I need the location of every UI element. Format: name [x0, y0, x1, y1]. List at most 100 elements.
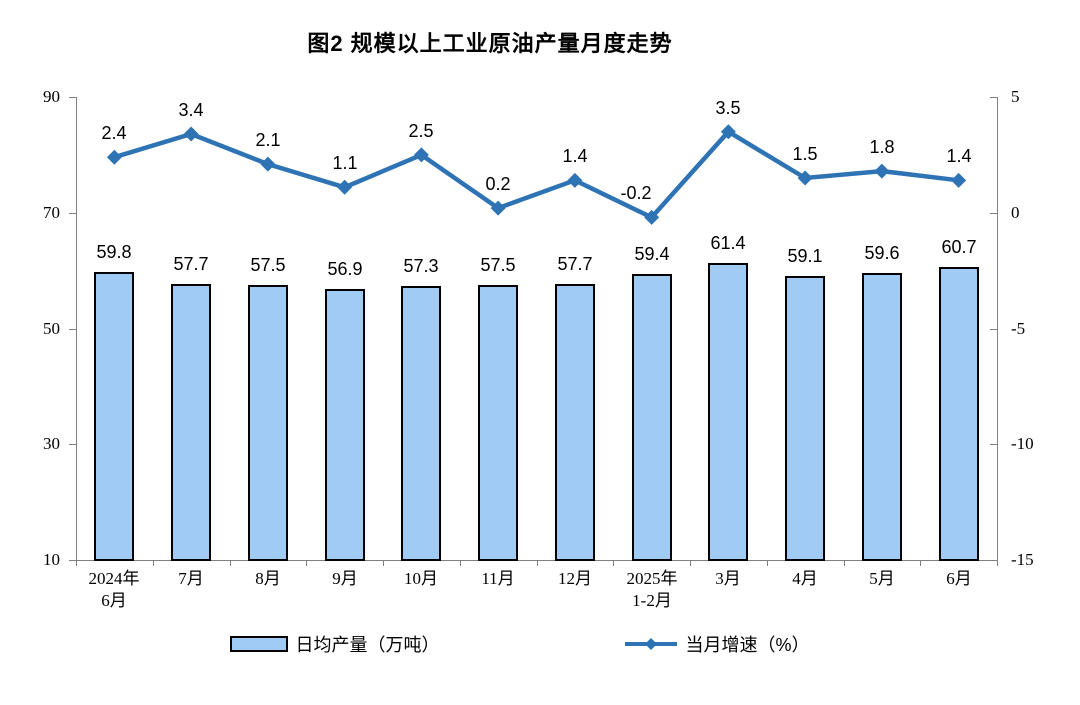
bar: [862, 273, 902, 561]
diamond-marker-icon: [337, 179, 353, 195]
legend-production-label: 日均产量（万吨）: [295, 635, 440, 655]
x-axis-tick: [537, 560, 538, 566]
x-axis-tick: [306, 560, 307, 566]
right-axis-tick: [990, 560, 997, 561]
right-axis-tick: [990, 213, 997, 214]
right-axis-tick-label: -10: [1011, 434, 1034, 453]
bar: [248, 285, 288, 561]
x-axis-tick: [920, 560, 921, 566]
bar-value-label: 59.4: [634, 244, 670, 264]
x-axis-tick: [383, 560, 384, 566]
line-point-label: 3.5: [715, 98, 741, 118]
bar: [939, 267, 979, 561]
bar-swatch-icon: [230, 636, 289, 652]
line-point-label: 2.4: [101, 123, 127, 143]
left-axis-tick-label: 10: [43, 550, 60, 569]
bar: [785, 276, 825, 561]
line-point-label: 1.1: [332, 153, 358, 173]
line-point-label: 2.5: [408, 121, 434, 141]
x-axis-tick-label: 8月: [255, 569, 281, 588]
bar-value-label: 59.1: [787, 246, 823, 266]
legend-growth-label: 当月增速（%）: [685, 635, 810, 655]
diamond-marker-icon: [644, 209, 660, 225]
x-axis-tick: [613, 560, 614, 566]
legend: 日均产量（万吨） 当月增速（%）: [0, 631, 1040, 657]
bar: [325, 289, 365, 561]
diamond-marker-icon: [874, 163, 890, 179]
right-axis-tick-label: 0: [1011, 203, 1020, 222]
x-axis-tick-label: 6月: [946, 569, 972, 588]
line-point-label: 3.4: [178, 100, 204, 120]
bar: [401, 286, 441, 561]
left-axis-tick-label: 90: [43, 87, 60, 106]
right-axis-line: [997, 97, 998, 561]
x-axis-tick: [844, 560, 845, 566]
x-axis-tick: [153, 560, 154, 566]
diamond-marker-icon: [260, 156, 276, 172]
diamond-marker-icon: [413, 147, 429, 163]
x-axis-tick-label: 4月: [792, 569, 818, 588]
x-axis-tick-label: 11月: [481, 569, 515, 588]
line-point-label: 1.4: [946, 146, 972, 166]
left-axis-tick-label: 30: [43, 434, 60, 453]
line-point-label: 1.4: [562, 146, 588, 166]
x-axis-tick-label: 10月: [404, 569, 438, 588]
left-axis-tick: [69, 329, 76, 330]
right-axis-tick-label: -15: [1011, 550, 1034, 569]
right-axis-tick: [990, 444, 997, 445]
diamond-marker-icon: [720, 124, 736, 140]
bar-value-label: 59.8: [96, 242, 132, 262]
bar-value-label: 56.9: [327, 259, 363, 279]
bar: [632, 274, 672, 561]
left-axis-tick: [69, 444, 76, 445]
bar-value-label: 57.5: [250, 255, 286, 275]
line-point-label: 1.5: [792, 144, 818, 164]
bar-value-label: 61.4: [710, 233, 746, 253]
bar-value-label: 60.7: [941, 237, 977, 257]
bar: [94, 272, 134, 561]
diamond-marker-icon: [490, 200, 506, 216]
x-axis-tick: [230, 560, 231, 566]
x-axis-tick-label: 12月: [558, 569, 592, 588]
left-axis-tick: [69, 560, 76, 561]
left-axis-tick-label: 50: [43, 319, 60, 338]
left-axis-tick-label: 70: [43, 203, 60, 222]
bar: [478, 285, 518, 561]
bar-value-label: 59.6: [864, 243, 900, 263]
x-axis-tick: [460, 560, 461, 566]
left-axis-line: [76, 97, 77, 561]
trend-line: [113, 128, 959, 221]
legend-item-growth: 当月增速（%）: [624, 631, 810, 657]
line-point-label: 0.2: [485, 174, 511, 194]
x-axis-tick-label: 5月: [869, 569, 895, 588]
bar-value-label: 57.3: [403, 256, 439, 276]
right-axis-tick-label: -5: [1011, 319, 1026, 338]
x-axis-tick: [76, 560, 77, 566]
x-axis-tick-label: 2024年 6月: [88, 569, 140, 610]
diamond-marker-icon: [567, 172, 583, 188]
bar-value-label: 57.7: [173, 254, 209, 274]
bar-value-label: 57.7: [557, 254, 593, 274]
diamond-marker-icon: [106, 149, 122, 165]
x-axis-tick-label: 7月: [178, 569, 204, 588]
diamond-marker-icon: [797, 170, 813, 186]
x-axis-tick: [997, 560, 998, 566]
line-swatch-icon: [625, 638, 678, 650]
x-axis-tick-label: 9月: [332, 569, 358, 588]
line-point-label: 2.1: [255, 130, 281, 150]
line-point-label: -0.2: [620, 183, 652, 203]
bar: [555, 284, 595, 561]
x-axis-tick: [690, 560, 691, 566]
bar: [171, 284, 211, 561]
x-axis-tick: [767, 560, 768, 566]
bar: [708, 263, 748, 561]
left-axis-tick: [69, 97, 76, 98]
line-point-label: 1.8: [869, 137, 895, 157]
x-axis-tick-label: 2025年 1-2月: [626, 569, 678, 610]
right-axis-tick-label: 5: [1011, 87, 1020, 106]
diamond-marker-icon: [951, 172, 967, 188]
chart-title: 图2 规模以上工业原油产量月度走势: [307, 31, 673, 56]
right-axis-tick: [990, 329, 997, 330]
